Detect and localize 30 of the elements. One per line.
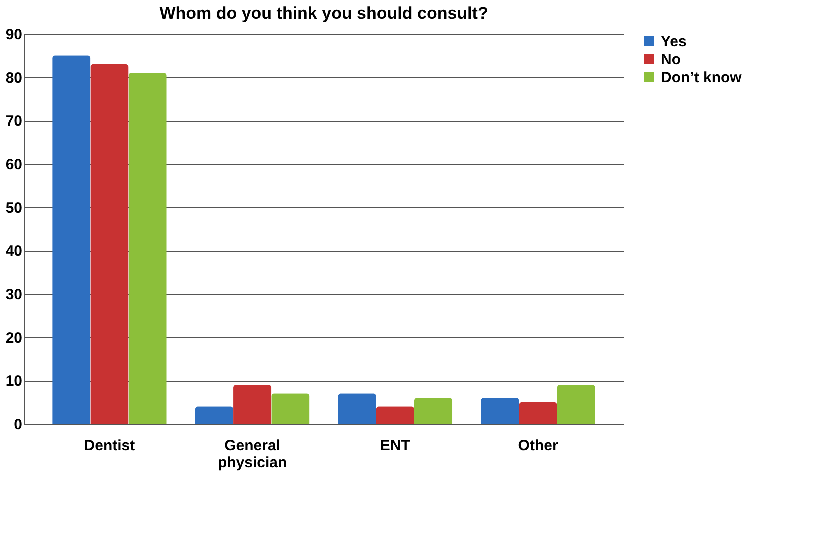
bar: [338, 394, 376, 424]
bar: [52, 56, 91, 424]
bar: [481, 398, 520, 424]
y-tick-label: 80: [6, 70, 22, 87]
bar: [557, 385, 596, 424]
y-tick-label: 50: [6, 200, 22, 217]
y-tick-label: 10: [6, 373, 22, 390]
y-tick-label: 70: [6, 113, 22, 130]
legend-label: Yes: [661, 34, 687, 50]
bar: [519, 402, 558, 424]
bar: [195, 406, 234, 424]
y-tick-label: 90: [6, 26, 22, 44]
legend-label: Don’t know: [661, 70, 742, 86]
x-tick-label: Other: [518, 438, 558, 454]
y-tick-label: 0: [14, 416, 22, 434]
bar: [272, 394, 310, 424]
chart-title: Whom do you think you should consult?: [160, 4, 488, 23]
y-tick-label: 20: [6, 330, 22, 347]
bar: [90, 64, 129, 424]
x-tick-label: General physician: [218, 438, 288, 472]
y-tick-label: 30: [6, 286, 22, 304]
x-tick-label: ENT: [380, 438, 410, 454]
legend-label: No: [661, 52, 681, 68]
x-tick-label: Dentist: [84, 438, 136, 454]
bar: [414, 398, 453, 424]
y-tick-label: 60: [6, 156, 22, 174]
bar: [376, 406, 414, 424]
y-tick-label: 40: [6, 243, 22, 260]
bar: [128, 73, 167, 424]
bar: [234, 385, 272, 424]
